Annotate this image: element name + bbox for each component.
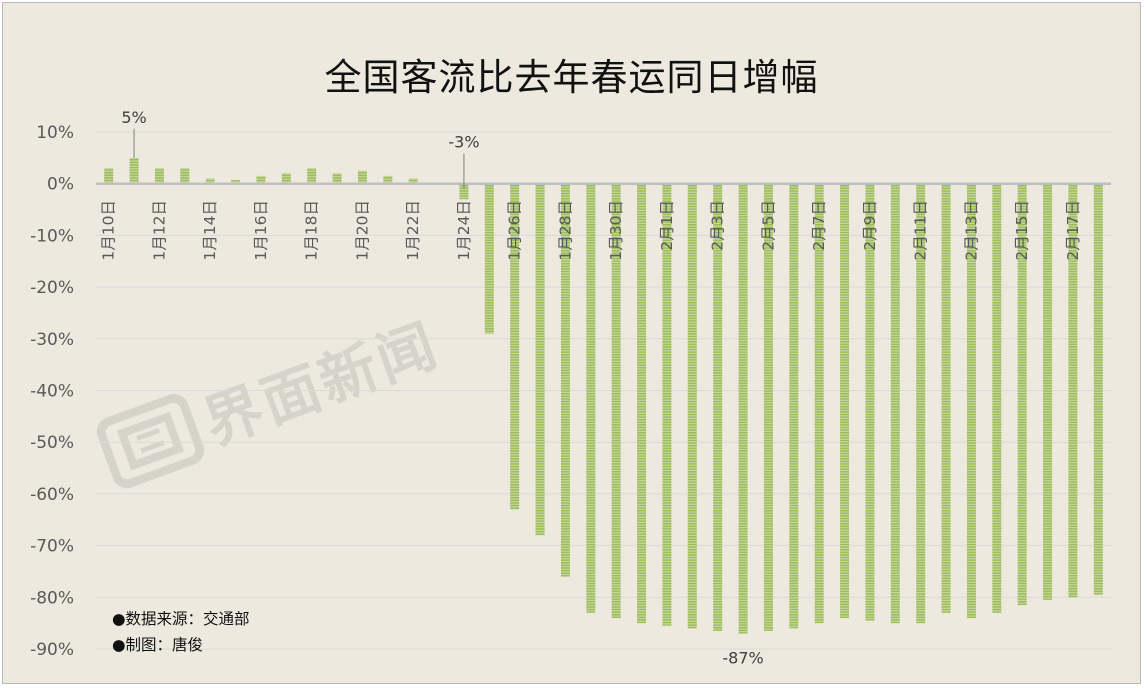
bar (484, 183, 494, 334)
x-tick-label: 1月30日 (607, 200, 625, 261)
x-tick-label: 2月15日 (1013, 200, 1031, 261)
bar (941, 183, 951, 613)
x-tick-label: 1月28日 (556, 200, 574, 261)
bar (687, 183, 697, 629)
bar (281, 173, 291, 184)
x-tick-label: 2月11日 (912, 200, 930, 261)
data-label: 5% (121, 108, 146, 127)
bar (560, 183, 570, 577)
bar (535, 183, 545, 536)
bar (738, 183, 748, 634)
x-tick-label: 2月1日 (658, 200, 676, 251)
data-label: -87% (722, 648, 763, 667)
y-tick-label: -50% (30, 433, 74, 453)
bar (383, 175, 393, 184)
notes: ●数据来源：交通部 ●制图：唐俊 (112, 606, 250, 658)
bar (205, 178, 215, 184)
y-tick-label: -60% (30, 485, 74, 505)
bar (307, 168, 317, 184)
bar (1043, 183, 1053, 600)
bar (104, 168, 114, 184)
x-tick-label: 1月18日 (303, 200, 321, 261)
x-tick-label: 1月20日 (353, 200, 371, 261)
author-note: ●制图：唐俊 (112, 636, 204, 654)
bar (916, 183, 926, 624)
bar (1093, 183, 1103, 595)
bar (1068, 183, 1078, 598)
bar (154, 168, 164, 184)
x-tick-label: 1月12日 (150, 200, 168, 261)
bar (966, 183, 976, 618)
bar (789, 183, 799, 629)
bar (713, 183, 723, 631)
x-tick-label: 1月14日 (201, 200, 219, 261)
bar-chart: 10% 0% -10% -20% -30% -40% -50% -60% -70% -80% -90… (30, 108, 1111, 667)
y-tick-label: -30% (30, 330, 74, 350)
bar (231, 180, 241, 184)
x-tick-label: 1月26日 (506, 200, 524, 261)
x-tick-label: 2月5日 (759, 200, 777, 251)
chart-title: 全国客流比去年春运同日增幅 (324, 56, 819, 99)
bar (865, 183, 875, 621)
bar (611, 183, 621, 618)
y-tick-label: 10% (36, 123, 74, 143)
data-label: -3% (448, 133, 479, 152)
y-tick-label: -80% (30, 588, 74, 608)
x-tick-label: 1月10日 (100, 200, 118, 261)
x-tick-label: 2月7日 (810, 200, 828, 251)
y-tick-label: 0% (47, 175, 74, 195)
bar (357, 170, 367, 184)
source-note: ●数据来源：交通部 (112, 610, 250, 628)
y-tick-label: -10% (30, 226, 74, 246)
bar (890, 183, 900, 624)
x-tick-label: 2月9日 (861, 200, 879, 251)
bar (662, 183, 672, 626)
y-tick-label: -70% (30, 537, 74, 557)
bar (256, 175, 266, 184)
bar (408, 178, 418, 184)
y-tick-label: -20% (30, 278, 74, 298)
bar (992, 183, 1002, 613)
x-tick-label: 1月16日 (252, 200, 270, 261)
bar (814, 183, 824, 624)
x-tick-label: 2月3日 (709, 200, 727, 251)
bar (1017, 183, 1027, 606)
bar (129, 157, 139, 184)
bar (586, 183, 596, 613)
bar (637, 183, 647, 624)
bar (763, 183, 773, 631)
bar (840, 183, 850, 618)
bar (459, 183, 469, 200)
y-tick-label: -40% (30, 382, 74, 402)
x-tick-label: 1月24日 (455, 200, 473, 261)
bar (510, 183, 520, 510)
x-tick-label: 1月22日 (404, 200, 422, 261)
y-tick-label: -90% (30, 640, 74, 660)
bar (180, 168, 190, 184)
x-tick-label: 2月13日 (962, 200, 980, 261)
x-tick-label: 2月17日 (1064, 200, 1082, 261)
bar (332, 173, 342, 184)
